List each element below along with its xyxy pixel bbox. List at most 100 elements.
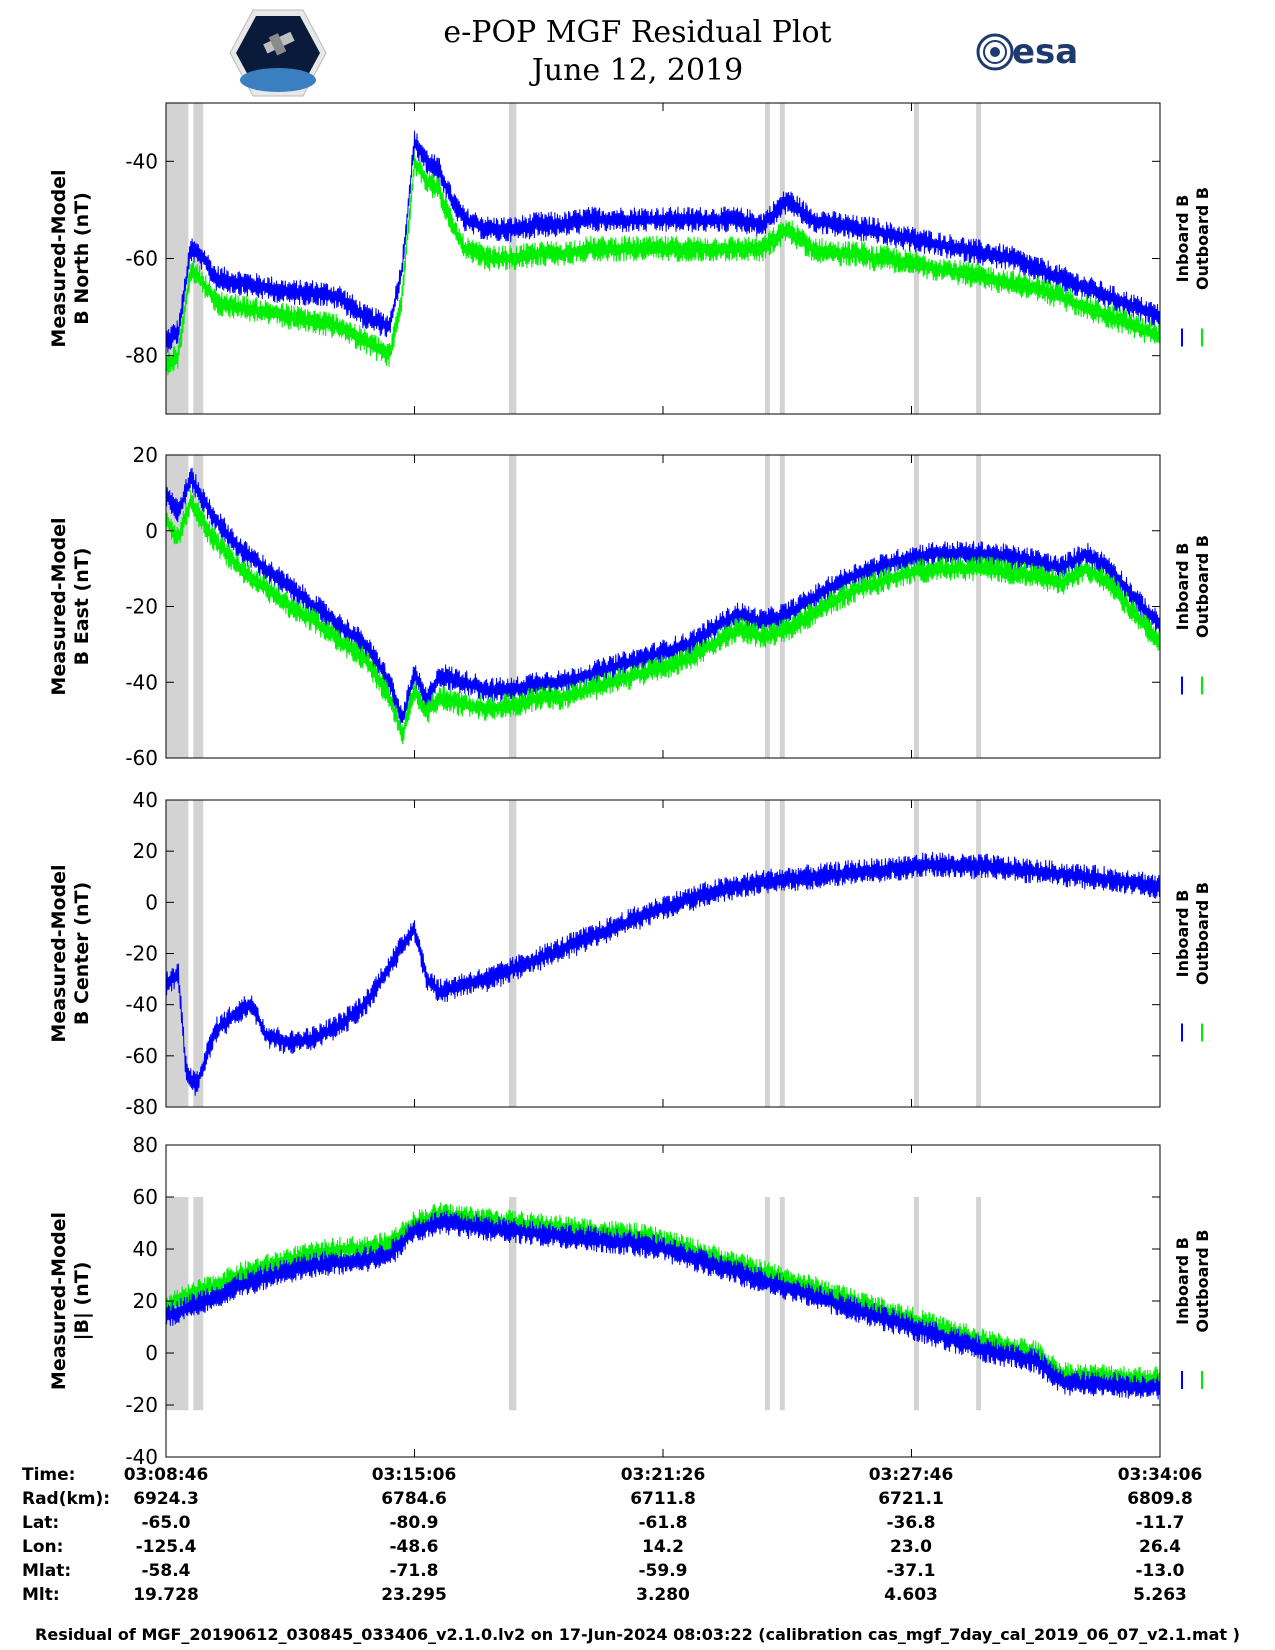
info-value: -61.8: [638, 1513, 688, 1533]
y-tick-label: 80: [133, 1133, 158, 1157]
info-value: 6721.1: [878, 1489, 944, 1509]
y-tick-label: 0: [145, 519, 158, 543]
esa-logo-text: esa: [1012, 32, 1079, 72]
y-axis-label-line1: Measured-Model: [48, 517, 70, 695]
data-gap-band: [508, 455, 517, 758]
info-row: Lat: -65.0 -80.9 -61.8 -36.8 -11.7: [0, 1513, 1275, 1537]
info-value: -58.4: [141, 1561, 191, 1581]
footer-caption: Residual of MGF_20190612_030845_033406_v…: [35, 1625, 1240, 1644]
panel-4: 80 60 40 20 0 -20 -40 Measured-Model |B| (nT) Inb…: [48, 1133, 1212, 1465]
plot-date: June 12, 2019: [531, 53, 744, 88]
legend-outboard: Outboard B: [1193, 882, 1212, 985]
info-row: Mlt: 19.728 23.295 3.280 4.603 5.263: [0, 1585, 1275, 1609]
info-value: 03:08:46: [123, 1465, 209, 1485]
info-value: -80.9: [389, 1513, 439, 1533]
y-axis-label-line1: Measured-Model: [48, 169, 70, 347]
series-line: [165, 155, 1161, 376]
panel-1: -40 -60 -80 Measured-Model B North (nT) Inboa…: [48, 102, 1212, 415]
y-axis-label-line2: |B| (nT): [71, 1262, 93, 1341]
y-tick-label: 20: [133, 1289, 158, 1313]
info-value: 6711.8: [630, 1489, 696, 1509]
y-tick-label: -60: [125, 1044, 158, 1068]
data-gap-band: [913, 800, 919, 1107]
info-value: 23.0: [890, 1537, 932, 1557]
y-axis-label-line2: B Center (nT): [71, 882, 93, 1025]
data-gap-band: [976, 1197, 982, 1411]
y-tick-label: -40: [125, 1445, 158, 1465]
info-value: 6809.8: [1127, 1489, 1193, 1509]
data-gap-band: [779, 103, 785, 414]
info-value: 5.263: [1133, 1585, 1187, 1605]
series-line: [165, 1202, 1161, 1392]
info-value: -59.9: [638, 1561, 688, 1581]
info-row-label: Lat:: [22, 1513, 60, 1533]
orbit-info-table: Time: 03:08:46 03:15:06 03:21:26 03:27:46 03:…: [0, 1465, 1275, 1625]
y-tick-label: -20: [125, 595, 158, 619]
data-gap-band: [976, 455, 982, 758]
y-tick-label: 0: [145, 890, 158, 914]
legend-inboard: Inboard B: [1173, 1237, 1192, 1325]
series-line: [165, 851, 1161, 1096]
info-value: 6924.3: [133, 1489, 199, 1509]
y-axis-label-line2: B North (nT): [71, 192, 93, 325]
legend-inboard: Inboard B: [1173, 195, 1192, 283]
y-tick-label: -60: [125, 746, 158, 770]
info-row: Mlat: -58.4 -71.8 -59.9 -37.1 -13.0: [0, 1561, 1275, 1585]
series-line: [165, 1210, 1161, 1400]
legend-outboard: Outboard B: [1193, 187, 1212, 290]
cassiope-logo-icon: [228, 8, 328, 98]
info-value: 03:21:26: [620, 1465, 706, 1485]
data-gap-band: [764, 1197, 770, 1411]
info-value: 14.2: [642, 1537, 684, 1557]
plot-title: e-POP MGF Residual Plot: [443, 15, 832, 50]
info-row-label: Mlt:: [22, 1585, 60, 1605]
series-line: [165, 467, 1161, 727]
info-value: -37.1: [886, 1561, 936, 1581]
info-value: -11.7: [1135, 1513, 1185, 1533]
y-tick-label: -20: [125, 1393, 158, 1417]
y-tick-label: -60: [125, 247, 158, 271]
y-tick-label: 0: [145, 1341, 158, 1365]
data-gap-band: [779, 800, 785, 1107]
legend-inboard: Inboard B: [1173, 890, 1192, 978]
y-tick-label: -40: [125, 993, 158, 1017]
y-axis-label-line1: Measured-Model: [48, 1212, 70, 1390]
legend-outboard: Outboard B: [1193, 535, 1212, 638]
data-gap-band: [193, 455, 204, 758]
info-row-label: Time:: [22, 1465, 76, 1485]
y-tick-label: 40: [133, 788, 158, 812]
data-gap-band: [976, 800, 982, 1107]
y-tick-label: 20: [133, 839, 158, 863]
data-gap-band: [764, 103, 770, 414]
panel-3: 40 20 0 -20 -40 -60 -80 Measured-Model B Center …: [48, 788, 1212, 1119]
plot-title-block: e-POP MGF Residual Plot June 12, 2019: [0, 14, 1275, 90]
info-value: -48.6: [389, 1537, 439, 1557]
info-value: -65.0: [141, 1513, 191, 1533]
info-row: Time: 03:08:46 03:15:06 03:21:26 03:27:46 03:…: [0, 1465, 1275, 1489]
info-row-label: Lon:: [22, 1537, 64, 1557]
data-gap-band: [779, 1197, 785, 1411]
info-value: 03:34:06: [1117, 1465, 1203, 1485]
info-value: 3.280: [636, 1585, 690, 1605]
series-line: [165, 130, 1161, 353]
y-tick-label: -20: [125, 942, 158, 966]
info-value: 26.4: [1139, 1537, 1181, 1557]
info-value: -125.4: [135, 1537, 197, 1557]
info-value: -71.8: [389, 1561, 439, 1581]
data-gap-band: [193, 800, 204, 1107]
esa-logo-icon: [975, 30, 1095, 74]
data-gap-band: [508, 1197, 517, 1411]
y-tick-label: -40: [125, 149, 158, 173]
y-tick-label: -80: [125, 344, 158, 368]
info-value: 6784.6: [381, 1489, 447, 1509]
y-tick-label: 60: [133, 1185, 158, 1209]
info-row: Rad(km): 6924.3 6784.6 6711.8 6721.1 6809.8: [0, 1489, 1275, 1513]
data-gap-band: [764, 455, 770, 758]
y-tick-label: -80: [125, 1095, 158, 1119]
legend-inboard: Inboard B: [1173, 543, 1192, 631]
info-value: -36.8: [886, 1513, 936, 1533]
y-tick-label: 20: [133, 443, 158, 467]
y-tick-label: 40: [133, 1237, 158, 1261]
plot-frame: [165, 1144, 1161, 1458]
